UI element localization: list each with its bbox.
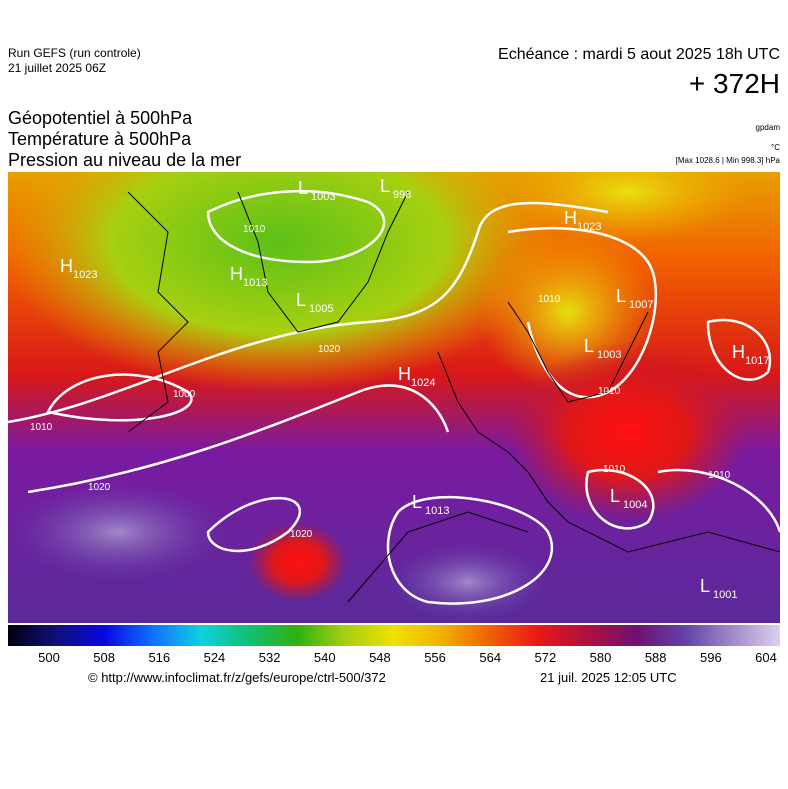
isobar-label: 1020 bbox=[318, 344, 341, 355]
colorbar-tick: 548 bbox=[369, 650, 391, 665]
isobar-label: 1000 bbox=[173, 389, 196, 400]
center-type: L bbox=[296, 290, 306, 310]
colorbar-tick: 524 bbox=[203, 650, 226, 665]
colorbar-tick: 500 bbox=[38, 650, 60, 665]
echeance: Echéance : mardi 5 aout 2025 18h UTC bbox=[498, 46, 780, 63]
center-value: 1017 bbox=[745, 355, 769, 367]
run-name: Run GEFS (run controle) bbox=[8, 46, 141, 60]
colorbar-tick: 508 bbox=[93, 650, 115, 665]
unit: [Max 1028.6 | Min 998.3] hPa bbox=[675, 156, 780, 165]
center-type: H bbox=[732, 342, 745, 362]
center-value: 1004 bbox=[623, 499, 647, 511]
colorbar-tick: 596 bbox=[699, 650, 722, 665]
isobar-label: 1010 bbox=[30, 422, 53, 433]
center-value: 998 bbox=[393, 189, 411, 201]
center-type: L bbox=[584, 336, 594, 356]
colorbar-tick: 604 bbox=[755, 650, 777, 665]
colorbar-tick: 588 bbox=[644, 650, 667, 665]
unit: °C bbox=[771, 143, 780, 152]
center-type: H bbox=[398, 364, 411, 384]
center-type: L bbox=[298, 178, 308, 198]
center-type: H bbox=[564, 208, 577, 228]
center-value: 1003 bbox=[597, 349, 621, 361]
center-type: L bbox=[616, 286, 626, 306]
center-value: 1005 bbox=[309, 303, 333, 315]
center-type: L bbox=[700, 576, 710, 596]
colorbar-tick: 516 bbox=[148, 650, 171, 665]
center-type: L bbox=[380, 176, 390, 196]
isobar-label: 1020 bbox=[290, 529, 313, 540]
source: © http://www.infoclimat.fr/z/gefs/europe… bbox=[88, 670, 386, 685]
center-type: H bbox=[230, 264, 243, 284]
isobar-label: 1010 bbox=[603, 464, 626, 475]
title: Géopotentiel à 500hPa bbox=[8, 108, 193, 128]
isobar-label: 1010 bbox=[598, 386, 621, 397]
run-date: 21 juillet 2025 06Z bbox=[8, 61, 107, 75]
colorbar-tick: 556 bbox=[424, 650, 446, 665]
isobar-label: 1010 bbox=[243, 224, 266, 235]
center-value: 1007 bbox=[629, 299, 653, 311]
center-value: 1023 bbox=[577, 221, 601, 233]
center-value: 1023 bbox=[73, 269, 97, 281]
center-value: 1003 bbox=[311, 191, 335, 203]
center-value: 1024 bbox=[411, 377, 435, 389]
title: Température à 500hPa bbox=[8, 129, 192, 149]
colorbar-tick: 532 bbox=[258, 650, 281, 665]
generated: 21 juil. 2025 12:05 UTC bbox=[540, 670, 677, 685]
center-value: 1013 bbox=[243, 277, 267, 289]
isobar-label: 1010 bbox=[708, 470, 731, 481]
isobar-label: 1020 bbox=[88, 482, 111, 493]
colorbar-tick: 540 bbox=[313, 650, 336, 665]
colorbar-tick: 572 bbox=[534, 650, 557, 665]
center-type: H bbox=[60, 256, 73, 276]
colorbar bbox=[8, 625, 780, 646]
center-type: L bbox=[412, 492, 422, 512]
unit: gpdam bbox=[755, 123, 780, 132]
center-value: 1013 bbox=[425, 505, 449, 517]
title: Pression au niveau de la mer bbox=[8, 150, 242, 170]
center-type: L bbox=[610, 486, 620, 506]
colorbar-tick: 564 bbox=[479, 650, 502, 665]
lead-time: + 372H bbox=[688, 68, 780, 99]
isobar-label: 1010 bbox=[538, 294, 561, 305]
center-value: 1001 bbox=[713, 589, 737, 601]
colorbar-tick: 580 bbox=[589, 650, 612, 665]
